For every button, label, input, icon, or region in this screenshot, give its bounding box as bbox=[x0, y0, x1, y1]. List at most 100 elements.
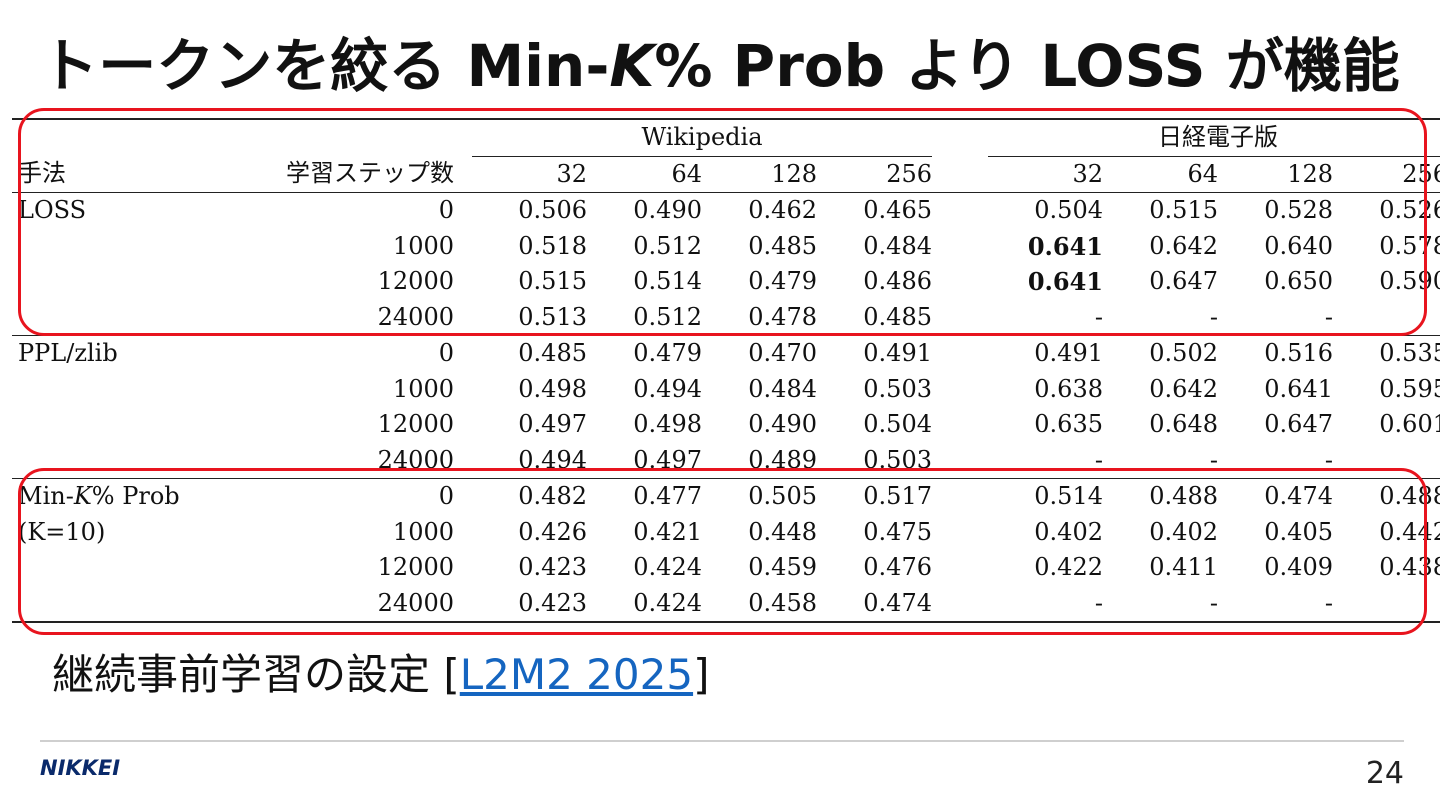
slide-title: トークンを絞る Min-K% Prob より LOSS が機能 bbox=[0, 24, 1440, 108]
wiki-size-header: 128 bbox=[702, 156, 817, 193]
wiki-value-cell: 0.479 bbox=[748, 267, 817, 295]
title-k: K bbox=[609, 32, 655, 100]
nikkei-logo: NIKKEI bbox=[40, 756, 121, 780]
nikkei-value-cell: 0.647 bbox=[1264, 410, 1333, 438]
nikkei-value-cell: 0.488 bbox=[1333, 478, 1440, 515]
wiki-value-cell: 0.458 bbox=[702, 585, 817, 623]
wiki-value-cell: 0.475 bbox=[863, 517, 932, 546]
method-cell bbox=[12, 372, 182, 408]
wiki-value-cell: 0.490 bbox=[748, 410, 817, 438]
nikkei-value-cell: 0.535 bbox=[1333, 335, 1440, 372]
step-cell: 1000 bbox=[392, 517, 454, 546]
nikkei-value-cell: 0.474 bbox=[1218, 478, 1333, 515]
method-cell bbox=[12, 300, 182, 336]
column-header-row: 手法 学習ステップ数 32 64 128 256 32 64 128 256 bbox=[12, 156, 1440, 193]
page-number: 24 bbox=[1365, 756, 1404, 791]
method-header: 手法 bbox=[12, 156, 182, 193]
wiki-value-cell: 0.504 bbox=[863, 410, 932, 438]
wiki-value-cell: 0.476 bbox=[863, 553, 932, 581]
method-cell bbox=[12, 550, 182, 586]
reference-link[interactable]: L2M2 2025 bbox=[459, 650, 694, 699]
nikkei-size-header: 32 bbox=[988, 156, 1103, 193]
wiki-value-cell: 0.506 bbox=[518, 196, 587, 224]
nikkei-value-cell: 0.647 bbox=[1149, 267, 1218, 295]
nikkei-value-cell: 0.402 bbox=[1149, 517, 1218, 546]
wiki-value-cell: 0.478 bbox=[748, 302, 817, 331]
steps-header: 学習ステップ数 bbox=[182, 156, 454, 193]
caption-close: ] bbox=[693, 650, 710, 699]
wiki-value-cell: 0.485 bbox=[472, 335, 587, 372]
table-row: PPL/zlib 0 0.485 0.479 0.470 0.491 0.491 0.502 0… bbox=[12, 335, 1440, 372]
nikkei-value-cell: 0.641 bbox=[1027, 267, 1103, 296]
caption: 継続事前学習の設定 [L2M2 2025] bbox=[52, 640, 709, 710]
nikkei-value-cell: 0.491 bbox=[988, 335, 1103, 372]
wiki-value-cell: 0.497 bbox=[633, 445, 702, 474]
method-cell bbox=[12, 229, 182, 265]
nikkei-value-cell: - bbox=[1209, 445, 1218, 474]
nikkei-value-cell: 0.422 bbox=[1034, 553, 1103, 581]
wiki-value-cell: 0.485 bbox=[863, 302, 932, 331]
step-cell: 1000 bbox=[392, 231, 454, 260]
group-header-row: Wikipedia 日経電子版 bbox=[12, 120, 1440, 157]
nikkei-value-cell: 0.405 bbox=[1264, 517, 1333, 546]
nikkei-value-cell: 0.642 bbox=[1149, 231, 1218, 260]
wiki-value-cell: 0.494 bbox=[633, 374, 702, 403]
nikkei-value-cell: - bbox=[1333, 443, 1440, 479]
wiki-value-cell: 0.485 bbox=[748, 231, 817, 260]
step-cell: 12000 bbox=[377, 267, 454, 295]
wiki-value-cell: 0.421 bbox=[633, 517, 702, 546]
step-cell: 0 bbox=[182, 478, 454, 515]
nikkei-value-cell: 0.638 bbox=[1034, 374, 1103, 403]
nikkei-value-cell: 0.402 bbox=[1034, 517, 1103, 546]
wiki-value-cell: 0.477 bbox=[587, 478, 702, 515]
nikkei-value-cell: 0.650 bbox=[1264, 267, 1333, 295]
wiki-value-cell: 0.498 bbox=[633, 410, 702, 438]
nikkei-value-cell: 0.595 bbox=[1379, 374, 1440, 403]
wiki-value-cell: 0.512 bbox=[633, 231, 702, 260]
wiki-value-cell: 0.505 bbox=[702, 478, 817, 515]
wiki-value-cell: 0.489 bbox=[748, 445, 817, 474]
group-nikkei: 日経電子版 bbox=[988, 120, 1440, 157]
wiki-value-cell: 0.512 bbox=[633, 302, 702, 331]
table-row: 12000 0.515 0.514 0.479 0.486 0.641 0.647 0.650… bbox=[12, 264, 1440, 300]
nikkei-value-cell: 0.642 bbox=[1149, 374, 1218, 403]
nikkei-value-cell: 0.502 bbox=[1103, 335, 1218, 372]
method-cell: Min-K% Prob bbox=[12, 478, 182, 515]
nikkei-value-cell: 0.514 bbox=[988, 478, 1103, 515]
wiki-value-cell: 0.462 bbox=[748, 196, 817, 224]
method-cell bbox=[12, 264, 182, 300]
nikkei-value-cell: 0.578 bbox=[1379, 231, 1440, 260]
table-row: 12000 0.423 0.424 0.459 0.476 0.422 0.411 0.409… bbox=[12, 550, 1440, 586]
step-cell: 24000 bbox=[182, 585, 454, 623]
method-cell: LOSS bbox=[12, 193, 182, 229]
wiki-value-cell: 0.465 bbox=[863, 196, 932, 224]
wiki-value-cell: 0.470 bbox=[702, 335, 817, 372]
nikkei-value-cell: - bbox=[1324, 445, 1333, 474]
wiki-value-cell: 0.479 bbox=[587, 335, 702, 372]
nikkei-value-cell: - bbox=[1094, 445, 1103, 474]
method-label-post: % Prob bbox=[91, 482, 180, 510]
wiki-value-cell: 0.490 bbox=[633, 196, 702, 224]
wiki-size-header: 256 bbox=[817, 156, 932, 193]
nikkei-value-cell: 0.648 bbox=[1149, 410, 1218, 438]
nikkei-value-cell: 0.409 bbox=[1264, 553, 1333, 581]
nikkei-value-cell: 0.411 bbox=[1149, 553, 1218, 581]
results-table: Wikipedia 日経電子版 手法 学習ステップ数 32 64 128 256… bbox=[12, 118, 1440, 623]
method-label-pre: PPL/zlib bbox=[18, 339, 118, 367]
wiki-value-cell: 0.517 bbox=[817, 478, 932, 515]
method-label-pre: (K=10) bbox=[18, 517, 106, 546]
wiki-value-cell: 0.518 bbox=[518, 231, 587, 260]
step-cell: 12000 bbox=[377, 410, 454, 438]
table-row: (K=10) 1000 0.426 0.421 0.448 0.475 0.402 0.402… bbox=[12, 515, 1440, 551]
nikkei-value-cell: 0.528 bbox=[1264, 196, 1333, 224]
method-label-it: K bbox=[73, 482, 92, 510]
wiki-value-cell: 0.494 bbox=[518, 445, 587, 474]
wiki-value-cell: 0.484 bbox=[863, 231, 932, 260]
nikkei-value-cell: - bbox=[1209, 302, 1218, 331]
wiki-value-cell: 0.498 bbox=[518, 374, 587, 403]
table-row: 1000 0.518 0.512 0.485 0.484 0.641 0.642 0.640 0… bbox=[12, 229, 1440, 265]
table-row: 1000 0.498 0.494 0.484 0.503 0.638 0.642 0.641 0… bbox=[12, 372, 1440, 408]
nikkei-value-cell: - bbox=[1094, 302, 1103, 331]
method-cell bbox=[12, 407, 182, 443]
